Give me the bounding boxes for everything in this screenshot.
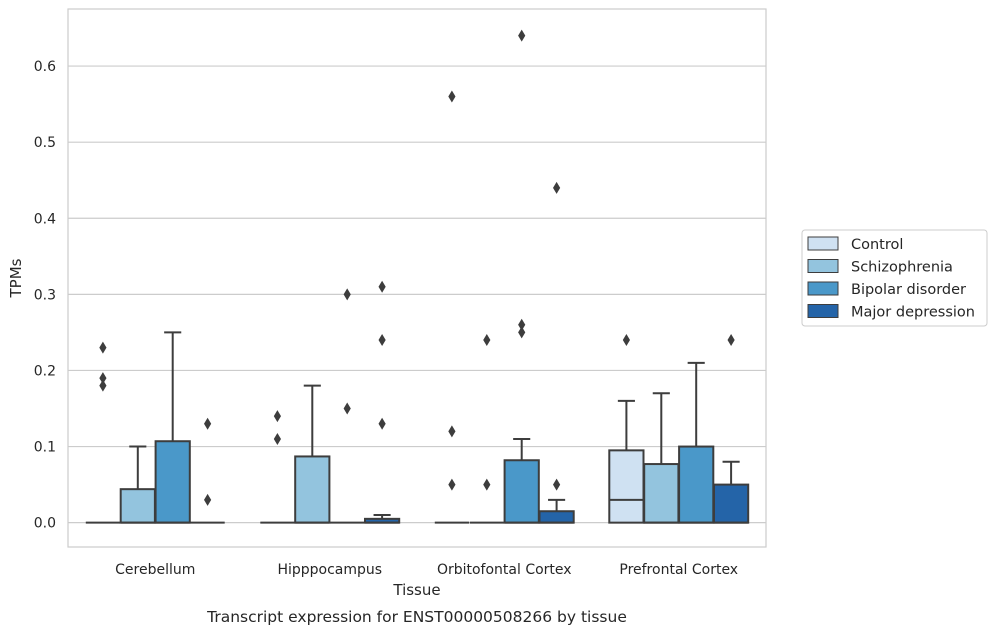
box-groups [85,29,750,524]
x-tick-label: Cerebellum [115,562,195,578]
outlier-point [273,410,281,423]
box [678,445,715,524]
legend-label: Major depression [851,305,975,321]
outlier-point [99,379,107,392]
y-tick-labels: 0.0 0.1 0.2 0.3 0.4 0.5 0.6 [34,59,56,532]
box [538,510,575,524]
outlier-point [204,417,212,430]
box [608,449,645,524]
chart-caption: Transcript expression for ENST0000050826… [206,608,627,626]
x-tick-label: Orbitofontal Cortex [437,562,572,578]
legend-frame [801,229,988,327]
x-tick-label: Hipppocampus [277,562,382,578]
box [154,440,191,524]
legend-swatch [807,259,839,273]
outlier-point [553,181,561,194]
box [119,488,156,524]
outlier-point [378,334,386,347]
y-tick-label: 0.4 [34,211,56,227]
box [643,463,680,524]
y-tick-label: 0.5 [34,135,56,151]
outlier-point [378,280,386,293]
box [294,455,331,524]
legend-swatch [807,281,839,296]
y-tick-label: 0.1 [34,440,56,456]
y-tick-label: 0.3 [34,287,56,303]
outlier-point [518,326,526,339]
outlier-point [518,29,526,42]
outlier-point [343,288,351,301]
outlier-point [448,425,456,438]
outlier-point [343,402,351,415]
legend-swatch [807,304,839,318]
outlier-point [622,334,630,347]
legend: Control Schizophrenia Bipolar disorder Majo… [801,229,988,327]
y-tick-label: 0.0 [34,516,56,532]
box [712,483,750,524]
legend-swatch [807,236,839,251]
x-axis-label: Tissue [392,581,440,599]
outlier-point [727,334,735,347]
outlier-point [273,432,281,445]
box [503,459,540,524]
legend-label: Control [851,237,903,253]
legend-label: Schizophrenia [851,260,953,276]
outlier-point [378,417,386,430]
x-tick-labels: Cerebellum Hipppocampus Orbitofontal Corte… [115,562,738,578]
y-axis-label: TPMs [7,258,25,298]
outlier-point [448,90,456,103]
legend-label: Bipolar disorder [851,282,966,298]
outlier-point [483,478,491,491]
y-tick-label: 0.2 [34,363,56,379]
outlier-point [518,318,526,331]
outlier-point [204,493,212,506]
x-tick-label: Prefrontal Cortex [619,562,738,578]
outlier-point [483,334,491,347]
outlier-point [99,341,107,354]
outlier-point [553,478,561,491]
plot-frame [67,8,767,548]
outlier-point [99,372,107,385]
y-tick-label: 0.6 [34,59,56,75]
outlier-point [448,478,456,491]
